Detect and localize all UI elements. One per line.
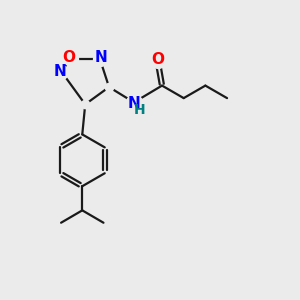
Text: O: O [151, 52, 164, 67]
Text: H: H [134, 103, 145, 117]
Text: O: O [62, 50, 76, 65]
Text: N: N [95, 50, 108, 65]
Text: N: N [128, 96, 140, 111]
Text: N: N [54, 64, 66, 79]
